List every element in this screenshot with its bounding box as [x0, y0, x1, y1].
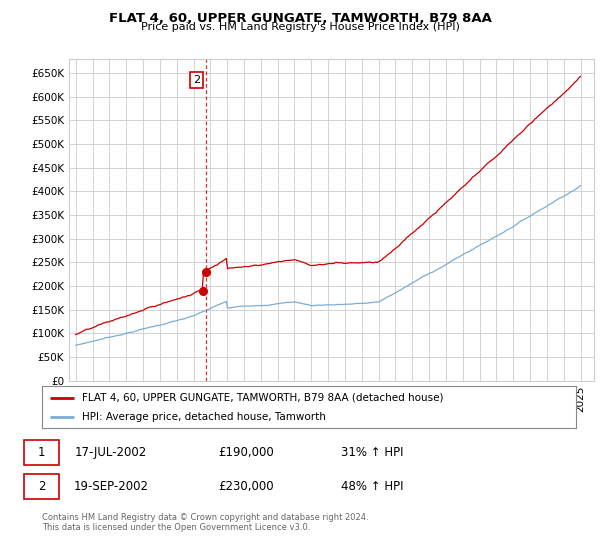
Text: HPI: Average price, detached house, Tamworth: HPI: Average price, detached house, Tamw…	[82, 412, 326, 422]
FancyBboxPatch shape	[24, 474, 59, 500]
Text: £230,000: £230,000	[218, 480, 274, 493]
Text: 1: 1	[38, 446, 45, 459]
Text: 31% ↑ HPI: 31% ↑ HPI	[341, 446, 403, 459]
Text: Price paid vs. HM Land Registry's House Price Index (HPI): Price paid vs. HM Land Registry's House …	[140, 22, 460, 32]
Text: 48% ↑ HPI: 48% ↑ HPI	[341, 480, 403, 493]
Text: This data is licensed under the Open Government Licence v3.0.: This data is licensed under the Open Gov…	[42, 523, 310, 533]
Text: FLAT 4, 60, UPPER GUNGATE, TAMWORTH, B79 8AA (detached house): FLAT 4, 60, UPPER GUNGATE, TAMWORTH, B79…	[82, 393, 443, 403]
Text: FLAT 4, 60, UPPER GUNGATE, TAMWORTH, B79 8AA: FLAT 4, 60, UPPER GUNGATE, TAMWORTH, B79…	[109, 12, 491, 25]
Text: Contains HM Land Registry data © Crown copyright and database right 2024.: Contains HM Land Registry data © Crown c…	[42, 513, 368, 522]
FancyBboxPatch shape	[24, 440, 59, 465]
Text: 17-JUL-2002: 17-JUL-2002	[75, 446, 147, 459]
Text: £190,000: £190,000	[218, 446, 274, 459]
Text: 2: 2	[193, 75, 200, 85]
Text: 19-SEP-2002: 19-SEP-2002	[74, 480, 149, 493]
Text: 2: 2	[38, 480, 45, 493]
